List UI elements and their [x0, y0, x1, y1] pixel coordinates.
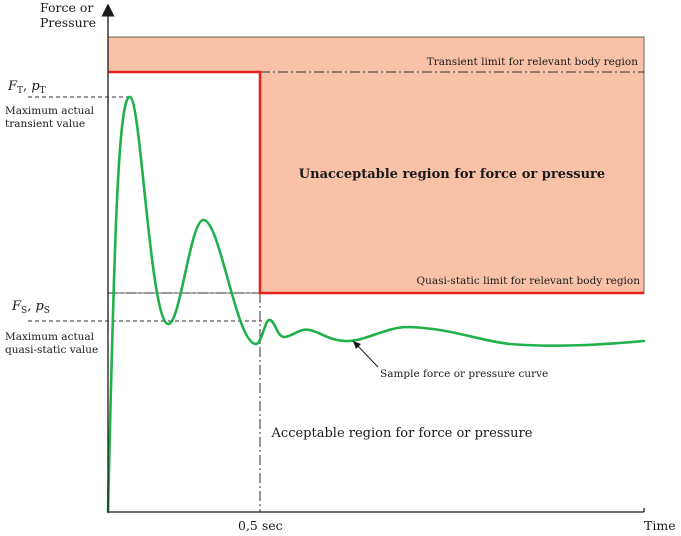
transient-symbol-sub: T: [17, 86, 23, 96]
y-axis-label-line2: Pressure: [40, 15, 96, 30]
y-axis-label-line1: Force or: [40, 0, 93, 15]
acceptable-region-label: Acceptable region for force or pressure: [271, 426, 533, 441]
x-axis-label: Time: [644, 518, 676, 533]
static-symbol-sub2: S: [44, 306, 50, 316]
static-caption-line1: Maximum actual: [5, 331, 95, 343]
transient-limit-label: Transient limit for relevant body region: [427, 56, 638, 68]
sample-curve-label: Sample force or pressure curve: [380, 368, 548, 380]
quasi-static-limit-label: Quasi-static limit for relevant body reg…: [417, 275, 641, 287]
unacceptable-region-fill: [108, 37, 644, 293]
static-caption-line2: quasi-static value: [5, 344, 98, 356]
transient-caption-line1: Maximum actual: [5, 105, 95, 117]
limit-line: [108, 70, 644, 295]
static-symbol: FS, pS: [11, 299, 50, 316]
static-symbol-main2: p: [35, 299, 44, 314]
transient-symbol-main2: p: [31, 79, 40, 94]
sample-force-curve: [106, 95, 646, 514]
transient-symbol-main: F: [7, 79, 18, 94]
transient-symbol: FT, pT: [7, 79, 46, 96]
x-tick-half-second: 0,5 sec: [238, 518, 283, 533]
transient-symbol-sep: ,: [23, 79, 31, 94]
static-symbol-sub: S: [21, 306, 27, 316]
sample-curve-pointer-arrowhead: [353, 341, 361, 349]
unacceptable-region-label: Unacceptable region for force or pressur…: [299, 167, 605, 182]
static-symbol-main: F: [11, 299, 22, 314]
static-symbol-sep: ,: [27, 299, 35, 314]
transient-caption-line2: transient value: [5, 118, 85, 130]
transient-symbol-sub2: T: [40, 86, 46, 96]
